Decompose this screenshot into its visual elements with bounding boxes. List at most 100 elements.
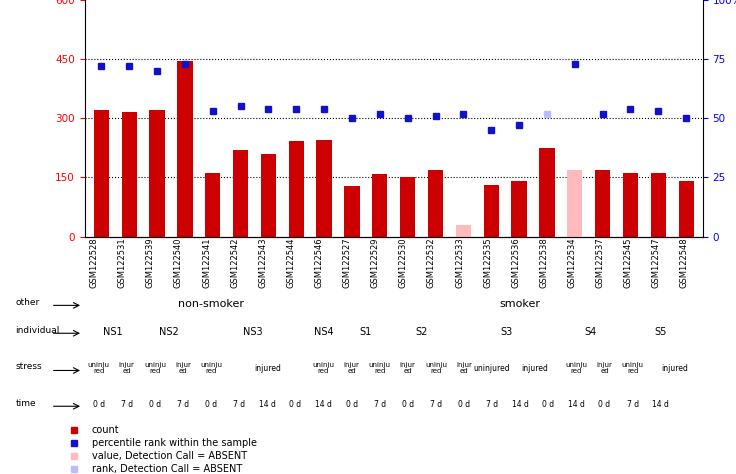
Text: count: count: [92, 425, 120, 436]
Bar: [456, 225, 471, 237]
Text: NS4: NS4: [314, 327, 333, 337]
Text: 0 d: 0 d: [93, 401, 105, 409]
Text: time: time: [15, 399, 36, 408]
Text: 0 d: 0 d: [458, 401, 470, 409]
Text: 7 d: 7 d: [374, 401, 386, 409]
Text: uninju
red: uninju red: [313, 363, 334, 374]
Text: GSM122530: GSM122530: [399, 237, 408, 288]
Text: injured: injured: [521, 364, 548, 373]
Bar: [539, 148, 555, 237]
Text: uninju
red: uninju red: [369, 363, 391, 374]
Text: injured: injured: [254, 364, 280, 373]
Text: uninjured: uninjured: [474, 364, 511, 373]
Text: uninju
red: uninju red: [565, 363, 587, 374]
Text: non-smoker: non-smoker: [178, 299, 244, 309]
Text: GSM122529: GSM122529: [371, 237, 380, 288]
Text: 14 d: 14 d: [652, 401, 669, 409]
Text: 7 d: 7 d: [177, 401, 189, 409]
Text: GSM122543: GSM122543: [258, 237, 267, 288]
Text: S2: S2: [416, 327, 428, 337]
Bar: [205, 173, 220, 237]
Text: 0 d: 0 d: [402, 401, 414, 409]
Text: injur
ed: injur ed: [400, 363, 416, 374]
Bar: [679, 182, 694, 237]
Text: uninju
red: uninju red: [88, 363, 110, 374]
Text: GSM122541: GSM122541: [202, 237, 211, 288]
Text: GSM122534: GSM122534: [567, 237, 576, 288]
Text: GSM122545: GSM122545: [623, 237, 633, 288]
Bar: [428, 170, 443, 237]
Bar: [651, 173, 666, 237]
Text: 7 d: 7 d: [233, 401, 245, 409]
Text: 0 d: 0 d: [205, 401, 217, 409]
Text: other: other: [15, 298, 40, 307]
Text: 7 d: 7 d: [430, 401, 442, 409]
Text: GSM122532: GSM122532: [427, 237, 436, 288]
Bar: [484, 185, 499, 237]
Text: GSM122531: GSM122531: [118, 237, 127, 288]
Text: NS1: NS1: [103, 327, 123, 337]
Text: 14 d: 14 d: [512, 401, 528, 409]
Text: injured: injured: [662, 364, 688, 373]
Text: percentile rank within the sample: percentile rank within the sample: [92, 438, 257, 448]
Bar: [344, 186, 360, 237]
Text: GSM122527: GSM122527: [342, 237, 352, 288]
Text: 7 d: 7 d: [626, 401, 639, 409]
Text: value, Detection Call = ABSENT: value, Detection Call = ABSENT: [92, 451, 247, 461]
Text: injur
ed: injur ed: [175, 363, 191, 374]
Text: 14 d: 14 d: [568, 401, 585, 409]
Text: NS3: NS3: [244, 327, 263, 337]
Text: 0 d: 0 d: [345, 401, 358, 409]
Text: 0 d: 0 d: [542, 401, 554, 409]
Text: stress: stress: [15, 362, 42, 371]
Text: 0 d: 0 d: [598, 401, 611, 409]
Text: uninju
red: uninju red: [425, 363, 447, 374]
Text: GSM122539: GSM122539: [146, 237, 155, 288]
Text: injur
ed: injur ed: [456, 363, 472, 374]
Bar: [400, 177, 415, 237]
Text: S3: S3: [500, 327, 512, 337]
Text: 14 d: 14 d: [315, 401, 332, 409]
Text: GSM122548: GSM122548: [680, 237, 689, 288]
Text: GSM122542: GSM122542: [230, 237, 239, 288]
Bar: [567, 170, 582, 237]
Text: 14 d: 14 d: [259, 401, 276, 409]
Bar: [512, 182, 527, 237]
Bar: [121, 112, 137, 237]
Bar: [261, 154, 276, 237]
Text: individual: individual: [15, 326, 60, 335]
Text: 7 d: 7 d: [486, 401, 498, 409]
Text: S5: S5: [654, 327, 667, 337]
Text: 0 d: 0 d: [289, 401, 302, 409]
Text: GSM122535: GSM122535: [483, 237, 492, 288]
Text: injur
ed: injur ed: [344, 363, 360, 374]
Bar: [289, 141, 304, 237]
Text: GSM122537: GSM122537: [595, 237, 604, 288]
Text: S1: S1: [359, 327, 372, 337]
Bar: [93, 110, 109, 237]
Text: GSM122546: GSM122546: [314, 237, 324, 288]
Text: GSM122547: GSM122547: [651, 237, 661, 288]
Text: injur
ed: injur ed: [118, 363, 135, 374]
Text: S4: S4: [584, 327, 597, 337]
Text: smoker: smoker: [500, 299, 541, 309]
Text: GSM122528: GSM122528: [90, 237, 99, 288]
Text: rank, Detection Call = ABSENT: rank, Detection Call = ABSENT: [92, 464, 242, 474]
Bar: [595, 170, 610, 237]
Text: NS2: NS2: [159, 327, 179, 337]
Text: GSM122540: GSM122540: [174, 237, 183, 288]
Bar: [233, 150, 248, 237]
Text: uninju
red: uninju red: [144, 363, 166, 374]
Bar: [177, 61, 193, 237]
Text: injur
ed: injur ed: [597, 363, 612, 374]
Bar: [372, 174, 387, 237]
Text: 7 d: 7 d: [121, 401, 133, 409]
Text: GSM122536: GSM122536: [512, 237, 520, 288]
Bar: [316, 140, 332, 237]
Text: GSM122533: GSM122533: [455, 237, 464, 288]
Text: 0 d: 0 d: [149, 401, 161, 409]
Text: GSM122544: GSM122544: [286, 237, 295, 288]
Text: GSM122538: GSM122538: [539, 237, 548, 288]
Bar: [149, 110, 165, 237]
Text: uninju
red: uninju red: [622, 363, 643, 374]
